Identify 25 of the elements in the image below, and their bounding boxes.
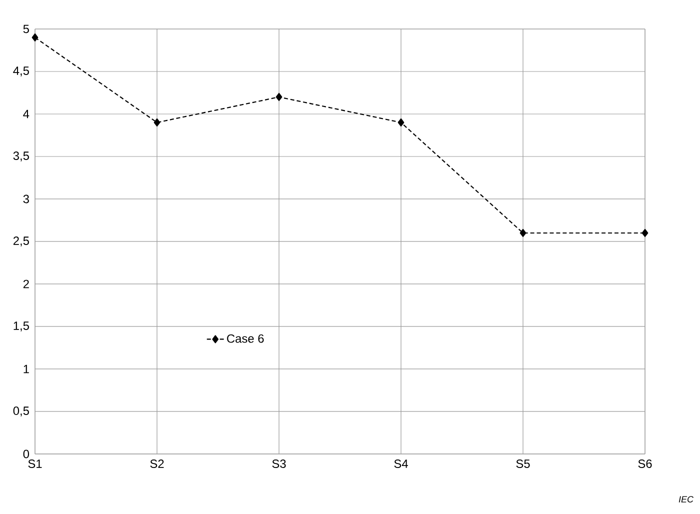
y-tick-label: 4,5 [13, 66, 29, 76]
x-tick-label: S2 [150, 460, 164, 468]
x-tick-label: S5 [516, 460, 530, 468]
text: IEC [678, 496, 694, 502]
y-tick-label: 1 [24, 364, 29, 374]
y-tick-label: 1,5 [14, 322, 29, 332]
y-tick-label: 5 [23, 24, 29, 34]
y-tick-label: 2 [23, 280, 29, 288]
y-tick-label: 3 [23, 194, 29, 204]
y-tick-label: 4 [23, 110, 30, 118]
point [398, 118, 404, 127]
x-tick-label: S4 [394, 460, 408, 468]
x-tick-label: S6 [638, 460, 652, 468]
y-tick-label: 0,5 [13, 406, 29, 416]
point [32, 33, 38, 42]
point [520, 228, 526, 238]
x-tick-label: S1 [28, 460, 42, 468]
y-tick-label: 2,5 [13, 236, 29, 246]
y-tick-label: 3,5 [13, 152, 29, 162]
point [642, 228, 648, 238]
x-tick-label: S3 [272, 460, 286, 468]
legend-label: Case 6 [227, 334, 264, 343]
point [154, 118, 160, 127]
y-tick-label: 0 [23, 450, 30, 458]
point [276, 92, 282, 102]
